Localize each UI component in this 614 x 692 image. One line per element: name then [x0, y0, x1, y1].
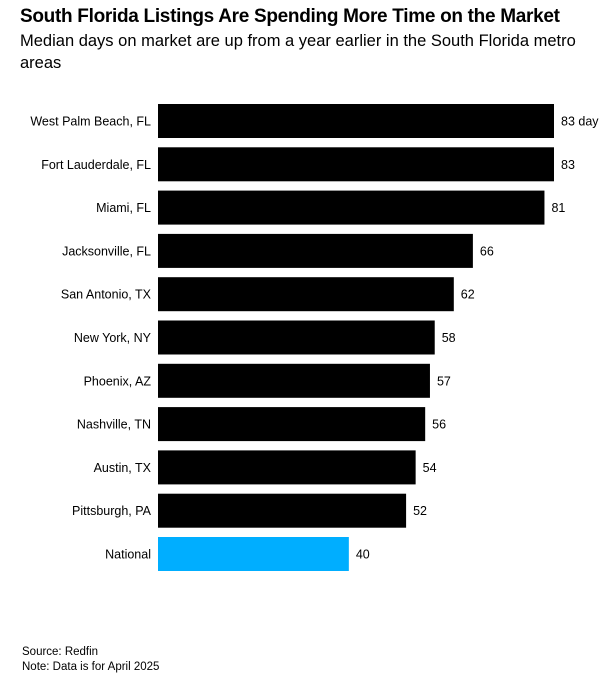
value-label: 57: [437, 374, 451, 388]
source-note: Source: Redfin: [22, 646, 99, 658]
bar-group: Fort Lauderdale, FL 83: [41, 147, 575, 182]
category-label: San Antonio, TX: [61, 288, 152, 302]
value-label: 66: [480, 244, 494, 258]
bar-group: Austin, TX 54: [94, 450, 437, 485]
category-label: National: [105, 548, 151, 562]
bar: [158, 147, 554, 182]
bar: [158, 363, 430, 398]
category-label: Fort Lauderdale, FL: [41, 158, 151, 172]
bar-group: Phoenix, AZ 57: [84, 363, 451, 398]
value-label: 54: [423, 461, 437, 475]
category-label: Jacksonville, FL: [62, 244, 151, 258]
category-label: Miami, FL: [96, 201, 151, 215]
category-label: Pittsburgh, PA: [72, 504, 152, 518]
bar-group: Pittsburgh, PA 52: [72, 493, 427, 528]
category-label: West Palm Beach, FL: [30, 115, 151, 129]
category-label: Austin, TX: [94, 461, 152, 475]
bar: [158, 320, 435, 355]
chart-footer: Source: Redfin Note: Data is for April 2…: [22, 645, 159, 675]
bar-group: West Palm Beach, FL 83 day: [30, 104, 599, 138]
bar: [158, 277, 454, 312]
value-label: 58: [442, 331, 456, 345]
bar: [158, 493, 407, 528]
bar-group: Jacksonville, FL 66: [62, 233, 494, 268]
data-note: Note: Data is for April 2025: [22, 661, 160, 673]
bar: [158, 233, 473, 268]
bar-group: Miami, FL 81: [96, 190, 565, 225]
bar: [158, 407, 426, 442]
bar-group: San Antonio, TX 62: [61, 277, 475, 312]
bar-group: National 40: [105, 537, 370, 571]
bar: [158, 450, 416, 485]
value-label: 40: [356, 548, 370, 562]
value-label: 83: [561, 158, 575, 172]
value-label: 56: [432, 418, 446, 432]
value-label: 62: [461, 288, 475, 302]
category-label: Nashville, TN: [77, 418, 151, 432]
bar-highlighted: [158, 537, 349, 571]
bar-group: New York, NY 58: [74, 320, 456, 355]
bar: [158, 104, 554, 138]
category-label: New York, NY: [74, 331, 152, 345]
bar-group: Nashville, TN 56: [77, 407, 446, 442]
value-label: 83 day: [561, 115, 599, 129]
category-label: Phoenix, AZ: [84, 374, 152, 388]
value-label: 52: [413, 504, 427, 518]
chart-subtitle: Median days on market are up from a year…: [20, 32, 576, 72]
bar: [158, 190, 545, 225]
value-label: 81: [551, 201, 565, 215]
chart-title: South Florida Listings Are Spending More…: [20, 6, 560, 27]
